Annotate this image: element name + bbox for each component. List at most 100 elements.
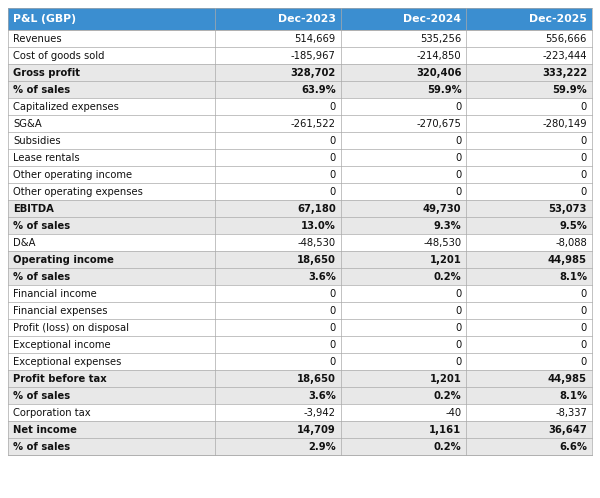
Text: 0: 0	[455, 186, 461, 197]
Bar	[8, 81, 592, 98]
Text: -185,967: -185,967	[291, 50, 336, 60]
Text: -214,850: -214,850	[417, 50, 461, 60]
Text: 0: 0	[329, 288, 336, 298]
Bar	[8, 217, 592, 234]
Bar	[8, 285, 592, 302]
Text: Dec-2024: Dec-2024	[403, 14, 461, 24]
Text: 8.1%: 8.1%	[559, 271, 587, 281]
Text: 0: 0	[329, 169, 336, 179]
Text: Gross profit: Gross profit	[13, 68, 80, 78]
Text: 9.5%: 9.5%	[559, 221, 587, 231]
Text: % of sales: % of sales	[13, 442, 70, 452]
Text: 0: 0	[455, 288, 461, 298]
Text: 0.2%: 0.2%	[434, 390, 461, 400]
Text: 0: 0	[455, 305, 461, 316]
Bar	[8, 183, 592, 200]
Text: 0: 0	[581, 288, 587, 298]
Text: Net income: Net income	[13, 424, 77, 434]
Bar	[8, 421, 592, 438]
Text: 3.6%: 3.6%	[308, 271, 336, 281]
Text: 44,985: 44,985	[548, 374, 587, 383]
Text: Profit before tax: Profit before tax	[13, 374, 107, 383]
Text: 67,180: 67,180	[297, 204, 336, 214]
Bar	[8, 336, 592, 353]
Text: 0: 0	[455, 340, 461, 350]
Text: -261,522: -261,522	[291, 119, 336, 128]
Bar	[8, 438, 592, 455]
Text: 0: 0	[581, 340, 587, 350]
Text: 3.6%: 3.6%	[308, 390, 336, 400]
Text: -48,530: -48,530	[424, 238, 461, 248]
Text: 53,073: 53,073	[548, 204, 587, 214]
Text: 0: 0	[455, 102, 461, 112]
Text: Corporation tax: Corporation tax	[13, 407, 91, 417]
Text: Capitalized expenses: Capitalized expenses	[13, 102, 119, 112]
Bar	[8, 64, 592, 81]
Text: 333,222: 333,222	[542, 68, 587, 78]
Bar	[8, 166, 592, 183]
Text: 0.2%: 0.2%	[434, 442, 461, 452]
Text: 535,256: 535,256	[420, 33, 461, 43]
Text: 6.6%: 6.6%	[559, 442, 587, 452]
Text: 0: 0	[329, 357, 336, 367]
Bar	[8, 8, 592, 30]
Text: 0.2%: 0.2%	[434, 271, 461, 281]
Text: D&A: D&A	[13, 238, 35, 248]
Text: 49,730: 49,730	[423, 204, 461, 214]
Bar	[8, 200, 592, 217]
Text: 2.9%: 2.9%	[308, 442, 336, 452]
Text: -48,530: -48,530	[298, 238, 336, 248]
Text: 0: 0	[581, 305, 587, 316]
Text: 0: 0	[581, 152, 587, 162]
Text: 0: 0	[329, 102, 336, 112]
Text: Profit (loss) on disposal: Profit (loss) on disposal	[13, 323, 129, 333]
Text: 13.0%: 13.0%	[301, 221, 336, 231]
Text: 14,709: 14,709	[297, 424, 336, 434]
Bar	[8, 370, 592, 387]
Text: Dec-2025: Dec-2025	[529, 14, 587, 24]
Bar	[8, 30, 592, 47]
Text: P&L (GBP): P&L (GBP)	[13, 14, 76, 24]
Text: 36,647: 36,647	[548, 424, 587, 434]
Text: 1,201: 1,201	[430, 254, 461, 264]
Text: Subsidies: Subsidies	[13, 135, 61, 145]
Text: Dec-2023: Dec-2023	[278, 14, 336, 24]
Text: 0: 0	[581, 323, 587, 333]
Text: 0: 0	[329, 340, 336, 350]
Text: 0: 0	[455, 357, 461, 367]
Bar	[8, 234, 592, 251]
Text: 0: 0	[329, 323, 336, 333]
Bar	[8, 319, 592, 336]
Text: 0: 0	[581, 357, 587, 367]
Text: -223,444: -223,444	[542, 50, 587, 60]
Text: Other operating expenses: Other operating expenses	[13, 186, 143, 197]
Text: 0: 0	[329, 186, 336, 197]
Text: 8.1%: 8.1%	[559, 390, 587, 400]
Text: 63.9%: 63.9%	[301, 85, 336, 95]
Text: 0: 0	[455, 152, 461, 162]
Text: 0: 0	[581, 186, 587, 197]
Text: 0: 0	[329, 152, 336, 162]
Bar	[8, 268, 592, 285]
Bar	[8, 149, 592, 166]
Text: 1,201: 1,201	[430, 374, 461, 383]
Text: 18,650: 18,650	[297, 254, 336, 264]
Text: -40: -40	[445, 407, 461, 417]
Text: Exceptional expenses: Exceptional expenses	[13, 357, 121, 367]
Text: Other operating income: Other operating income	[13, 169, 132, 179]
Text: 514,669: 514,669	[295, 33, 336, 43]
Bar	[8, 387, 592, 404]
Bar	[8, 98, 592, 115]
Text: Financial expenses: Financial expenses	[13, 305, 107, 316]
Bar	[8, 115, 592, 132]
Text: 0: 0	[455, 323, 461, 333]
Text: EBITDA: EBITDA	[13, 204, 54, 214]
Text: 59.9%: 59.9%	[427, 85, 461, 95]
Bar	[8, 251, 592, 268]
Text: 9.3%: 9.3%	[434, 221, 461, 231]
Text: -270,675: -270,675	[416, 119, 461, 128]
Text: 0: 0	[581, 169, 587, 179]
Bar	[8, 302, 592, 319]
Text: Lease rentals: Lease rentals	[13, 152, 80, 162]
Text: Revenues: Revenues	[13, 33, 62, 43]
